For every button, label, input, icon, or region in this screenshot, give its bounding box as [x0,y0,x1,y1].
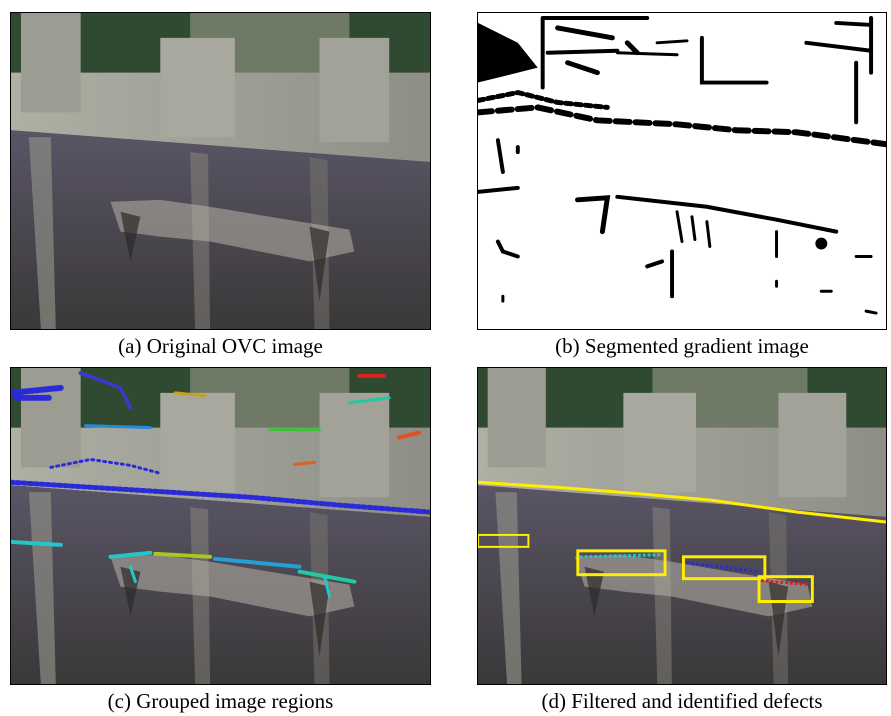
grouped-regions-image [11,368,430,684]
caption-a: (a) Original OVC image [118,334,323,358]
segmented-gradient [478,13,886,329]
identified-defects-image [478,368,886,684]
panel-a-original-image [10,12,431,330]
panel-d-identified-defects [477,367,887,685]
panel-b-gradient-image [477,12,887,330]
panel-c-grouped-regions [10,367,431,685]
dam-photo-original [11,13,430,329]
caption-c: (c) Grouped image regions [107,689,334,713]
caption-b: (b) Segmented gradient image [555,334,809,358]
caption-d: (d) Filtered and identified defects [541,689,823,713]
